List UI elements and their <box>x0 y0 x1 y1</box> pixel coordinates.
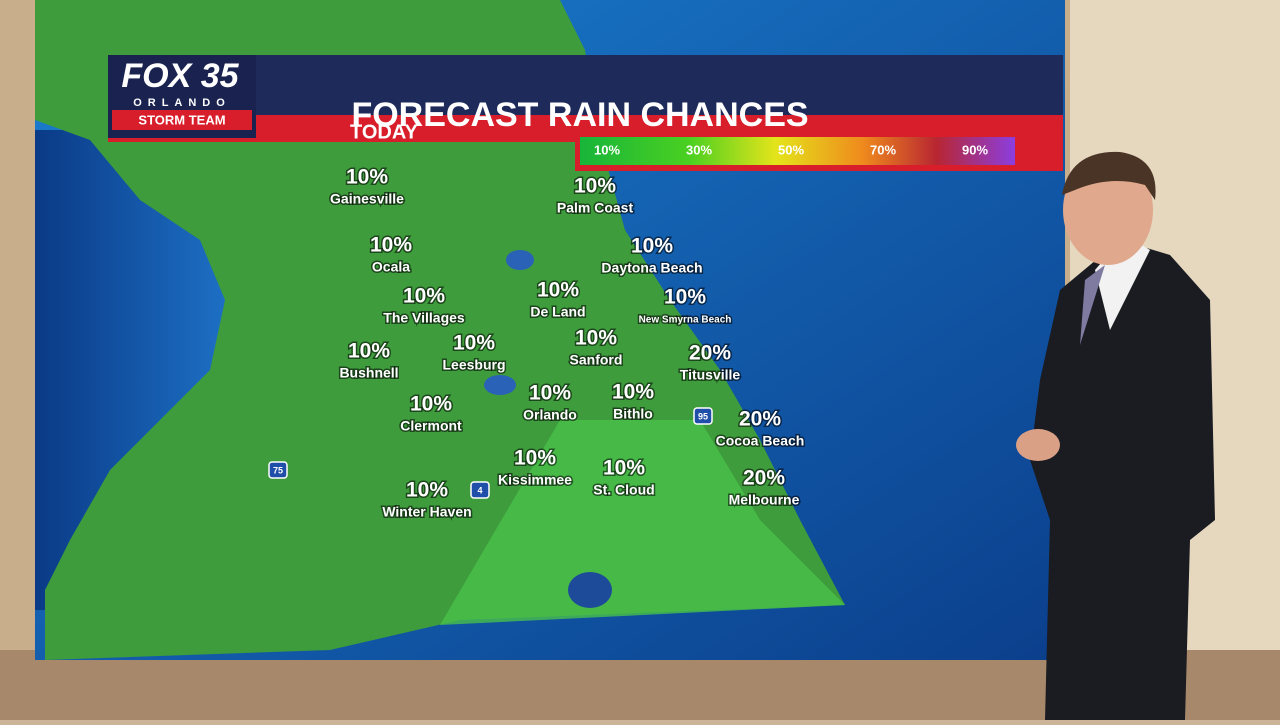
highway-shield <box>470 481 490 499</box>
rain-chance: 10% <box>575 327 617 350</box>
lake <box>506 250 534 270</box>
city-name: Ocala <box>372 259 410 275</box>
city-name: Bithlo <box>613 406 653 422</box>
city-name: New Smyrna Beach <box>639 315 732 326</box>
legend-label: 10% <box>594 142 620 157</box>
city-name: De Land <box>530 304 585 320</box>
rain-chance: 10% <box>603 457 645 480</box>
hair <box>1062 151 1156 200</box>
highway-number: 95 <box>698 411 708 421</box>
city-name: Orlando <box>523 407 577 423</box>
city-name: Clermont <box>400 418 462 434</box>
logo-team: STORM TEAM <box>138 112 225 127</box>
city-name: Leesburg <box>442 357 505 373</box>
rain-chance: 10% <box>453 332 495 355</box>
rain-chance: 10% <box>514 447 556 470</box>
logo-brand: FOX 35 <box>121 57 239 95</box>
legend-label: 50% <box>778 142 804 157</box>
rain-chance: 10% <box>612 381 654 404</box>
lake <box>484 375 516 395</box>
city-name: Winter Haven <box>382 504 471 520</box>
legend-label: 70% <box>870 142 896 157</box>
highway-shield <box>268 461 288 479</box>
rain-chance: 10% <box>529 382 571 405</box>
rain-chance: 10% <box>664 286 706 309</box>
rain-chance: 10% <box>348 340 390 363</box>
city-name: Melbourne <box>729 492 800 508</box>
rain-chance: 20% <box>689 342 731 365</box>
city-name: Cocoa Beach <box>716 433 805 449</box>
header-bar <box>108 55 1063 117</box>
map-labels: 10% 30% 50% 70% 90% 75 4 95 10% Gainesville 10% Oca… <box>268 142 988 521</box>
rain-chance: 10% <box>406 479 448 502</box>
rain-chance: 10% <box>410 393 452 416</box>
rain-chance: 10% <box>346 166 388 189</box>
rain-chance: 10% <box>574 175 616 198</box>
suit <box>1030 240 1215 720</box>
legend-label: 90% <box>962 142 988 157</box>
title: FORECAST RAIN CHANCES <box>351 96 808 134</box>
rain-chance: 10% <box>403 285 445 308</box>
tie <box>1080 265 1105 345</box>
presenter <box>1016 151 1215 720</box>
highway-number: 4 <box>477 485 482 495</box>
city-name: Bushnell <box>339 365 398 381</box>
logo-city: ORLANDO <box>133 97 231 109</box>
city-name: St. Cloud <box>593 482 654 498</box>
lake <box>568 572 612 608</box>
city-name: Titusville <box>680 367 741 383</box>
hands <box>1016 429 1060 461</box>
city-name: Gainesville <box>330 191 404 207</box>
highway-number: 75 <box>273 465 283 475</box>
city-name: Palm Coast <box>557 200 634 216</box>
rain-chance: 10% <box>631 235 673 258</box>
rain-shading <box>440 420 845 625</box>
rain-chance: 20% <box>739 408 781 431</box>
subtitle: TODAY <box>350 121 418 143</box>
rain-chance: 20% <box>743 467 785 490</box>
rain-chance: 10% <box>370 234 412 257</box>
rain-chance: 10% <box>537 279 579 302</box>
legend-scale <box>580 137 1015 165</box>
logo-band <box>112 110 252 130</box>
city-name: Kissimmee <box>498 472 572 488</box>
city-name: The Villages <box>383 310 465 326</box>
legend-label: 30% <box>686 142 712 157</box>
city-name: Daytona Beach <box>601 260 702 276</box>
city-name: Sanford <box>570 352 623 368</box>
highway-shield <box>693 407 713 425</box>
